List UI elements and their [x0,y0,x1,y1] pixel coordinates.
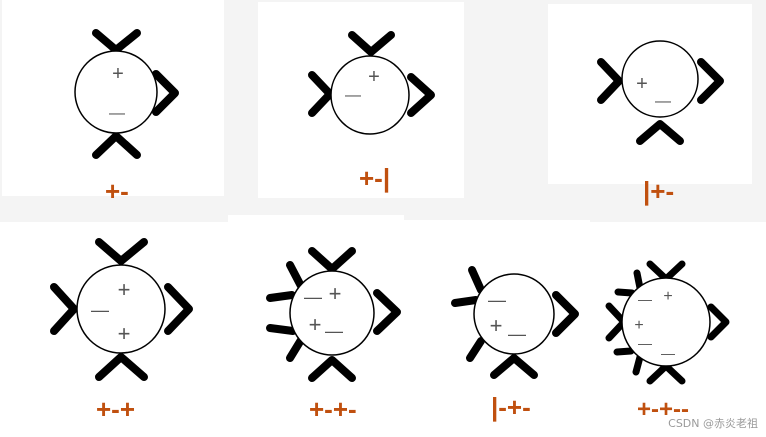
figure-6-sign-1: + [490,313,503,338]
figure-6-spike-2 [451,296,480,307]
figure-7-spike-3 [613,347,635,356]
figure-5-sign-0: — [304,287,322,307]
figure-5-spike-3 [266,324,297,335]
figure-7-spike-1 [633,269,644,292]
figure-3-right-arrow [697,58,724,104]
figure-5-right-arrow [373,289,401,335]
figure-3-legs [597,58,724,145]
figure-3-left-arrow [597,58,623,104]
figure-2-sign-1: — [345,87,361,104]
figure-7-circle [621,277,711,367]
figure-6: — + — [451,266,579,379]
figure-5-spike-2 [266,291,296,302]
figure-5-caption: +-+- [309,394,357,424]
figure-4-sign-2: + [118,321,131,346]
figure-4-bottom-arrow [95,353,148,381]
figure-1-sign-1: — [109,105,125,122]
figure-6-spike-3 [466,337,485,362]
figure-1-top-arrow [92,29,141,54]
figure-4-top-arrow [95,238,148,265]
figure-2: + — [308,31,435,135]
figure-6-right-arrow [552,291,579,337]
figure-2-legs [308,31,435,117]
figure-1-legs [92,29,179,159]
figure-5-sign-1: + [329,281,342,306]
figure-7-sign-3: — [638,335,652,351]
figure-5-spike-1 [286,261,305,290]
figure-2-sign-0: + [368,66,380,88]
figure-7-caption: +-+-- [637,396,690,423]
figure-6-spike-1 [468,266,485,294]
figure-3-circle [621,40,699,118]
figure-6-caption: |-+- [491,392,531,422]
figure-4-sign-1: — [91,300,109,320]
figure-7-spike-4 [632,353,644,376]
figure-3-sign-0: + [636,73,648,95]
figure-3: + — [597,40,724,145]
figure-5-top-arrow [308,247,356,273]
figure-2-top-arrow [348,31,395,56]
figure-7-sign-2: + [634,317,643,334]
figure-2-right-arrow [407,73,435,117]
figure-7-sign-1: + [663,288,672,305]
figure-7-sign-4: — [661,345,675,361]
figure-4: + — + [50,238,193,381]
figure-4-caption: +-+ [96,394,136,424]
figure-4-left-arrow [50,283,78,335]
figure-4-circle [76,264,166,354]
figure-1-bottom-arrow [92,132,141,159]
figure-5-legs [266,247,401,382]
figure-2-caption: +-| [359,163,391,193]
figure-7-bottom-arrow [646,362,686,385]
figure-4-right-arrow [164,283,193,335]
figure-2-circle [330,55,410,135]
figure-6-circle [473,273,555,355]
figure-7-top-arrow [646,260,686,283]
figure-6-sign-0: — [488,290,506,310]
figure-7-sign-0: — [638,291,652,307]
figure-5-sign-2: + [309,312,322,337]
figure-4-sign-0: + [118,277,131,302]
figure-3-bottom-arrow [636,120,684,145]
figure-5-spike-4 [286,336,305,362]
figure-3-caption: |+- [643,176,675,206]
figure-3-sign-1: — [655,93,671,110]
figure-7-spike-2 [614,288,636,297]
figure-1-caption: +- [105,176,129,206]
figure-5-bottom-arrow [308,356,356,382]
figure-1-sign-0: + [112,63,124,85]
figure-6-sign-2: — [508,324,526,344]
figure-7-right-arrow [707,303,730,341]
figure-6-legs [451,266,579,379]
watermark: CSDN @赤炎老祖 [668,417,758,430]
figure-1-circle [74,50,158,134]
figure-5: — + + — [266,247,401,382]
figure-5-sign-3: — [325,321,343,341]
figure-6-bottom-arrow [490,354,538,379]
figure-4-legs [50,238,193,381]
figure-1: + — [74,29,179,159]
figure-2-left-arrow [308,71,334,117]
figure-5-circle [289,270,375,356]
figure-7: — + + — — [605,260,730,385]
figure-1-right-arrow [152,70,179,116]
